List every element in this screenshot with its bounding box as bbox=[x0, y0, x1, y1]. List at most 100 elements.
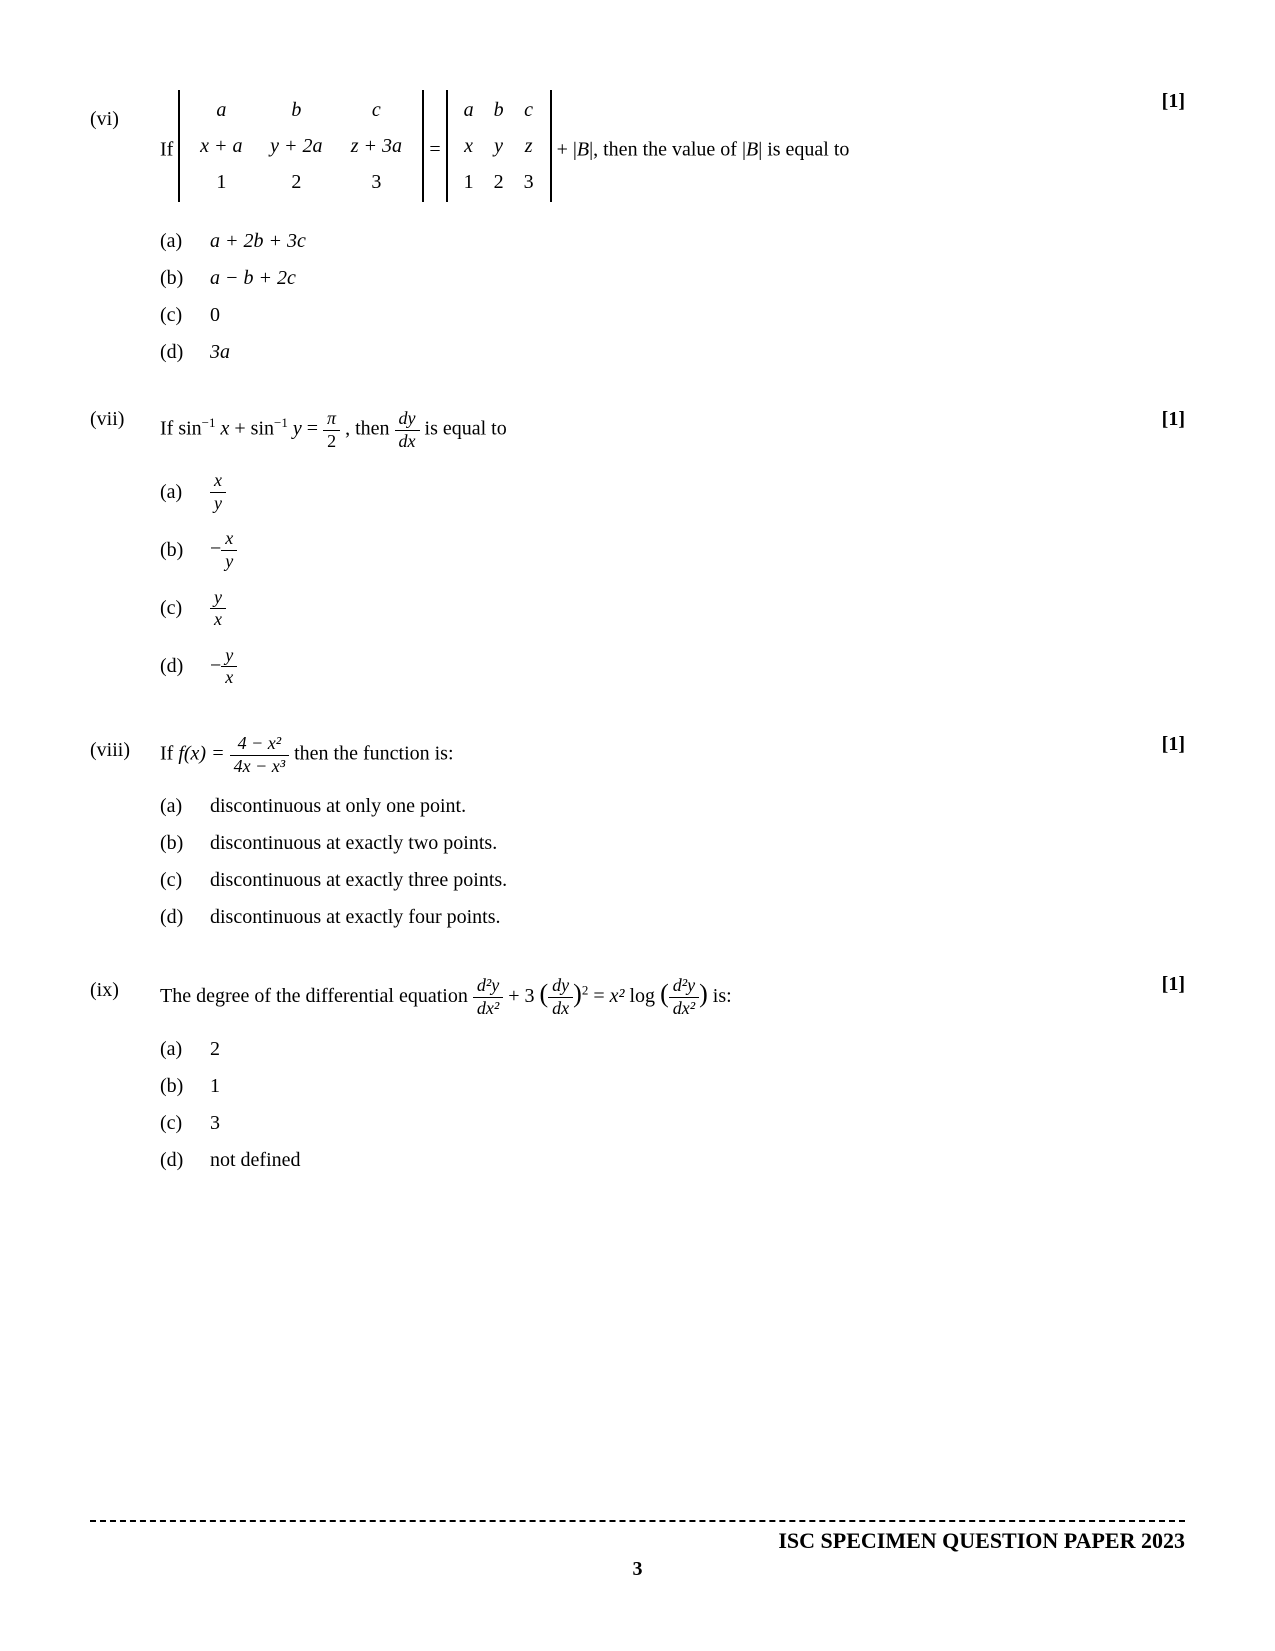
option-label: (a) bbox=[160, 1038, 210, 1061]
determinant-2: a b c x y z 1 2 3 bbox=[446, 90, 552, 212]
question-stem: If sin−1 x + sin−1 y = π 2 , then dy dx … bbox=[160, 408, 1135, 452]
option-d: (d) discontinuous at exactly four points… bbox=[160, 906, 1135, 929]
stem-text: then the function is: bbox=[294, 743, 453, 765]
option-label: (b) bbox=[160, 832, 210, 855]
fraction-d2y: d²y dx² bbox=[473, 975, 503, 1019]
var-y: y bbox=[288, 418, 302, 440]
option-label: (c) bbox=[160, 1112, 210, 1135]
var-x: x bbox=[216, 418, 230, 440]
option-text: 0 bbox=[210, 304, 1135, 327]
option-c: (c) 3 bbox=[160, 1112, 1135, 1135]
option-text: discontinuous at exactly two points. bbox=[210, 832, 1135, 855]
question-viii: (viii) If f(x) = 4 − x² 4x − x³ then the… bbox=[90, 733, 1185, 943]
var-B: B bbox=[577, 139, 589, 161]
stem-text: is: bbox=[713, 985, 732, 1007]
stem-text: |, then the value of | bbox=[589, 139, 746, 161]
question-content: The degree of the differential equation … bbox=[160, 973, 1185, 1186]
option-c: (c) discontinuous at exactly three point… bbox=[160, 869, 1135, 892]
option-text: a + 2b + 3c bbox=[210, 230, 1135, 253]
option-text: discontinuous at only one point. bbox=[210, 795, 1135, 818]
question-vi: (vi) If a b c x + a y + 2a bbox=[90, 90, 1185, 378]
var-B: B bbox=[746, 139, 758, 161]
option-a: (a) discontinuous at only one point. bbox=[160, 795, 1135, 818]
stem-text: | is equal to bbox=[758, 139, 849, 161]
stem-text: is equal to bbox=[425, 418, 507, 440]
determinant-1: a b c x + a y + 2a z + 3a 1 2 3 bbox=[178, 90, 424, 212]
option-d: (d) not defined bbox=[160, 1149, 1135, 1172]
question-ix: (ix) The degree of the differential equa… bbox=[90, 973, 1185, 1186]
option-b: (b) discontinuous at exactly two points. bbox=[160, 832, 1135, 855]
option-a: (a) xy bbox=[160, 470, 1135, 514]
options-list: (a) a + 2b + 3c (b) a − b + 2c (c) 0 (d)… bbox=[160, 230, 1135, 364]
option-label: (a) bbox=[160, 230, 210, 253]
option-label: (a) bbox=[160, 795, 210, 818]
option-c: (c) 0 bbox=[160, 304, 1135, 327]
option-label: (b) bbox=[160, 267, 210, 290]
option-b: (b) −xy bbox=[160, 528, 1135, 572]
option-label: (d) bbox=[160, 341, 210, 364]
option-d: (d) 3a bbox=[160, 341, 1135, 364]
question-stem: The degree of the differential equation … bbox=[160, 973, 1135, 1020]
option-text: 2 bbox=[210, 1038, 1135, 1061]
question-marks: [1] bbox=[1162, 408, 1185, 431]
question-content: If a b c x + a y + 2a z + 3a bbox=[160, 90, 1185, 378]
fraction-dydx: dy dx bbox=[395, 408, 420, 452]
stem-text: + sin bbox=[229, 418, 274, 440]
option-text: discontinuous at exactly four points. bbox=[210, 906, 1135, 929]
superscript: −1 bbox=[274, 415, 288, 430]
option-c: (c) yx bbox=[160, 587, 1135, 631]
question-stem: If f(x) = 4 − x² 4x − x³ then the functi… bbox=[160, 733, 1135, 777]
option-text: a − b + 2c bbox=[210, 267, 1135, 290]
options-list: (a) 2 (b) 1 (c) 3 (d) not defined bbox=[160, 1038, 1135, 1172]
stem-text: + 3 bbox=[508, 985, 539, 1007]
fraction-fx: 4 − x² 4x − x³ bbox=[230, 733, 290, 777]
question-number: (ix) bbox=[90, 973, 160, 1186]
option-label: (c) bbox=[160, 869, 210, 892]
options-list: (a) xy (b) −xy (c) yx (d) −yx bbox=[160, 470, 1135, 689]
stem-text: If bbox=[160, 743, 178, 765]
option-b: (b) 1 bbox=[160, 1075, 1135, 1098]
stem-text: , then bbox=[345, 418, 394, 440]
option-label: (a) bbox=[160, 481, 210, 504]
page-number: 3 bbox=[90, 1558, 1185, 1581]
stem-text: The degree of the differential equation bbox=[160, 985, 473, 1007]
option-text: yx bbox=[210, 587, 1135, 631]
question-marks: [1] bbox=[1162, 90, 1185, 113]
option-label: (b) bbox=[160, 1075, 210, 1098]
option-text: −xy bbox=[210, 528, 1135, 572]
question-stem: If a b c x + a y + 2a z + 3a bbox=[160, 90, 1135, 212]
option-label: (d) bbox=[160, 655, 210, 678]
question-content: If f(x) = 4 − x² 4x − x³ then the functi… bbox=[160, 733, 1185, 943]
stem-text: = bbox=[302, 418, 323, 440]
question-content: If sin−1 x + sin−1 y = π 2 , then dy dx … bbox=[160, 408, 1185, 703]
footer-title: ISC SPECIMEN QUESTION PAPER 2023 bbox=[90, 1528, 1185, 1554]
fraction-d2y-2: d²y dx² bbox=[669, 975, 699, 1019]
option-text: 3 bbox=[210, 1112, 1135, 1135]
option-label: (c) bbox=[160, 597, 210, 620]
option-d: (d) −yx bbox=[160, 645, 1135, 689]
option-label: (d) bbox=[160, 906, 210, 929]
superscript-2: 2 bbox=[582, 982, 589, 997]
question-vii: (vii) If sin−1 x + sin−1 y = π 2 , then … bbox=[90, 408, 1185, 703]
paren-close: ) bbox=[699, 979, 708, 1008]
option-label: (c) bbox=[160, 304, 210, 327]
superscript: −1 bbox=[202, 415, 216, 430]
question-marks: [1] bbox=[1162, 973, 1185, 996]
option-text: 1 bbox=[210, 1075, 1135, 1098]
option-text: −yx bbox=[210, 645, 1135, 689]
stem-text: = bbox=[593, 985, 609, 1007]
paren-open: ( bbox=[660, 979, 669, 1008]
paren-close: ) bbox=[573, 979, 582, 1008]
question-number: (vi) bbox=[90, 90, 160, 378]
option-label: (d) bbox=[160, 1149, 210, 1172]
stem-text: = bbox=[429, 139, 445, 161]
option-a: (a) 2 bbox=[160, 1038, 1135, 1061]
stem-text: If sin bbox=[160, 418, 202, 440]
paren-open: ( bbox=[540, 979, 549, 1008]
option-text: 3a bbox=[210, 341, 1135, 364]
options-list: (a) discontinuous at only one point. (b)… bbox=[160, 795, 1135, 929]
option-a: (a) a + 2b + 3c bbox=[160, 230, 1135, 253]
divider-line bbox=[90, 1520, 1185, 1522]
fraction-dydx: dy dx bbox=[548, 975, 573, 1019]
option-text: not defined bbox=[210, 1149, 1135, 1172]
